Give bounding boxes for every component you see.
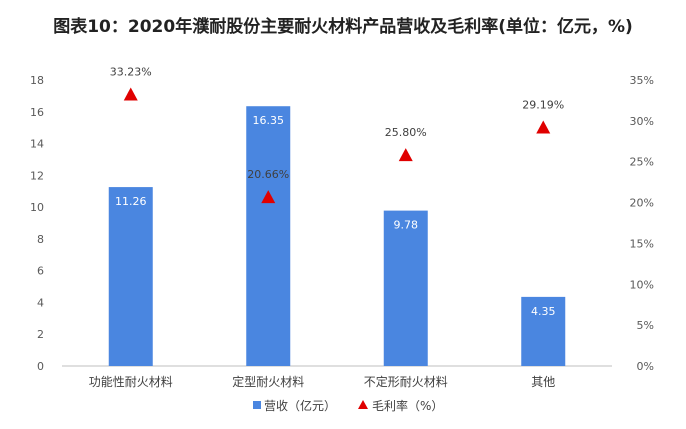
legend-label: 营收（亿元） <box>264 398 336 413</box>
y-left-tick-label: 4 <box>37 296 44 309</box>
y-right-tick-label: 35% <box>630 74 654 87</box>
y-right-tick-label: 5% <box>637 319 654 332</box>
legend-swatch-marker <box>358 400 368 409</box>
legend-swatch-bar <box>253 401 261 409</box>
y-right-tick-label: 30% <box>630 115 654 128</box>
y-axis-right: 0% 5% 10% 15% 20% 25% 30% 35% <box>630 74 654 373</box>
y-axis-left: 0 2 4 6 8 10 12 14 16 18 <box>30 74 44 373</box>
legend: 营收（亿元） 毛利率（%） <box>253 398 443 413</box>
y-left-tick-label: 0 <box>37 360 44 373</box>
y-left-tick-label: 12 <box>30 169 44 182</box>
bar <box>108 187 153 366</box>
y-left-tick-label: 10 <box>30 201 44 214</box>
margin-point <box>261 190 276 204</box>
chart-title: 图表10：2020年濮耐股份主要耐火材料产品营收及毛利率(单位：亿元，%) <box>53 17 633 37</box>
y-left-tick-label: 14 <box>30 138 44 151</box>
y-right-tick-label: 20% <box>630 197 654 210</box>
bar-value-label: 4.35 <box>531 305 556 318</box>
margin-value-label: 29.19% <box>522 98 564 111</box>
category-label: 功能性耐火材料 <box>89 375 173 389</box>
y-left-tick-label: 18 <box>30 74 44 87</box>
category-label: 定型耐火材料 <box>232 374 304 389</box>
bar <box>246 106 291 366</box>
margin-point <box>123 87 138 101</box>
bar-series: 11.26 16.35 9.78 4.35 <box>108 106 566 366</box>
y-right-tick-label: 15% <box>630 237 654 250</box>
margin-value-label: 25.80% <box>385 126 427 139</box>
category-label: 不定形耐火材料 <box>364 374 448 389</box>
y-right-tick-label: 0% <box>637 360 654 373</box>
y-left-tick-label: 6 <box>37 265 44 278</box>
y-right-tick-label: 10% <box>630 278 654 291</box>
margin-value-label: 33.23% <box>110 65 152 78</box>
legend-label: 毛利率（%） <box>372 398 443 413</box>
margin-point <box>536 120 551 134</box>
category-label: 其他 <box>531 375 555 389</box>
y-left-tick-label: 16 <box>30 106 44 119</box>
y-right-tick-label: 25% <box>630 156 654 169</box>
bar <box>383 210 428 366</box>
bar-value-label: 11.26 <box>115 195 147 208</box>
margin-series: 33.23% 20.66% 25.80% 29.19% <box>110 65 564 204</box>
margin-point <box>398 148 413 162</box>
margin-value-label: 20.66% <box>247 168 289 181</box>
y-left-tick-label: 8 <box>37 233 44 246</box>
x-axis-categories: 功能性耐火材料 定型耐火材料 不定形耐火材料 其他 <box>89 374 556 389</box>
bar-value-label: 9.78 <box>394 219 419 232</box>
y-left-tick-label: 2 <box>37 328 44 341</box>
bar-value-label: 16.35 <box>253 114 285 127</box>
bar <box>521 296 566 366</box>
